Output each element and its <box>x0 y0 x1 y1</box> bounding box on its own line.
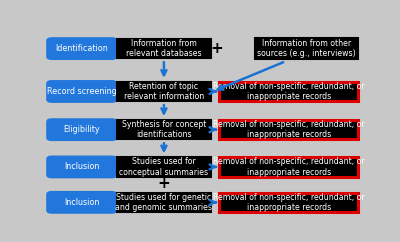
FancyBboxPatch shape <box>219 120 358 139</box>
Text: Identification: Identification <box>55 44 108 53</box>
FancyBboxPatch shape <box>117 120 211 139</box>
FancyBboxPatch shape <box>219 82 358 101</box>
Text: Record screening: Record screening <box>47 87 117 96</box>
Text: Inclusion: Inclusion <box>64 198 100 207</box>
Text: Synthesis for concept
identifications: Synthesis for concept identifications <box>122 120 206 139</box>
Text: Removal of non-specific, redundant, or
inappropriate records: Removal of non-specific, redundant, or i… <box>213 120 364 139</box>
Text: +: + <box>158 176 170 191</box>
Text: Studies used for genetic
and genomic summaries: Studies used for genetic and genomic sum… <box>116 193 212 212</box>
Text: Removal of non-specific, redundant, or
inappropriate records: Removal of non-specific, redundant, or i… <box>213 157 364 177</box>
Text: Inclusion: Inclusion <box>64 162 100 171</box>
FancyBboxPatch shape <box>255 38 358 59</box>
FancyBboxPatch shape <box>117 157 211 177</box>
FancyBboxPatch shape <box>219 193 358 212</box>
Text: Studies used for
conceptual summaries: Studies used for conceptual summaries <box>119 157 208 177</box>
FancyBboxPatch shape <box>117 82 211 101</box>
Text: Information from
relevant databases: Information from relevant databases <box>126 39 202 58</box>
Text: Removal of non-specific, redundant, or
inappropriate records: Removal of non-specific, redundant, or i… <box>213 82 364 101</box>
FancyBboxPatch shape <box>47 156 117 178</box>
Text: Retention of topic
relevant information: Retention of topic relevant information <box>124 82 204 101</box>
FancyBboxPatch shape <box>47 38 117 59</box>
Text: Removal of non-specific, redundant, or
inappropriate records: Removal of non-specific, redundant, or i… <box>213 193 364 212</box>
FancyBboxPatch shape <box>117 193 211 212</box>
FancyBboxPatch shape <box>47 192 117 213</box>
Text: Eligibility: Eligibility <box>64 125 100 134</box>
FancyBboxPatch shape <box>47 81 117 102</box>
FancyBboxPatch shape <box>117 39 211 58</box>
FancyBboxPatch shape <box>219 157 358 177</box>
FancyBboxPatch shape <box>47 119 117 140</box>
Text: Information from other
sources (e.g., interviews): Information from other sources (e.g., in… <box>257 39 356 58</box>
Text: +: + <box>210 41 223 56</box>
